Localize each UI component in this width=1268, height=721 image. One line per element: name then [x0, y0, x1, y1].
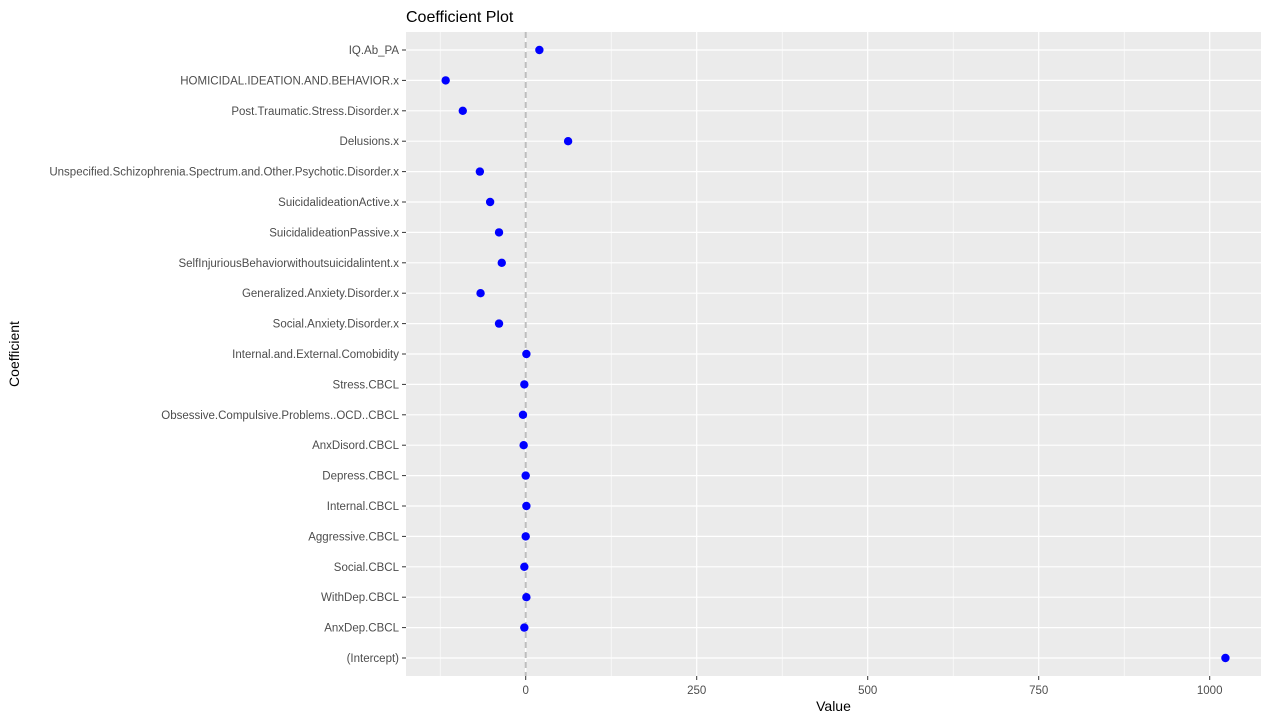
y-tick-label: Depress.CBCL [322, 471, 399, 483]
y-tick-label: Internal.CBCL [327, 501, 400, 513]
y-tick-label: SuicidalideationPassive.x [269, 227, 399, 239]
y-tick-label: Obsessive.Compulsive.Problems..OCD..CBCL [161, 410, 399, 422]
coefficient-point [475, 167, 485, 176]
coefficient-point [535, 45, 544, 55]
grid-lines [406, 32, 1261, 676]
y-tick-label: SelfInjuriousBehaviorwithoutsuicidalinte… [178, 258, 399, 270]
y-tick-label: Social.CBCL [334, 562, 400, 574]
y-tick-label: IQ.Ab_PA [349, 45, 400, 57]
x-tick-label: 250 [687, 685, 706, 697]
y-tick-label: AnxDisord.CBCL [312, 440, 400, 452]
y-axis: IQ.Ab_PA HOMICIDAL.IDEATION.AND.BEHAVIOR.… [49, 45, 406, 665]
coefficient-point [521, 471, 530, 480]
y-tick-label: Post.Traumatic.Stress.Disorder.x [231, 106, 399, 118]
coefficient-point [521, 532, 530, 541]
coefficient-point [1221, 653, 1230, 663]
coefficient-point [441, 76, 450, 85]
y-tick-label: AnxDep.CBCL [324, 623, 399, 635]
y-tick-label: Internal.and.External.Comobidity [232, 349, 399, 361]
coefficient-point [520, 623, 529, 632]
coefficient-point [494, 228, 504, 237]
y-axis-title: Coefficient [6, 321, 22, 387]
y-tick-label: Generalized.Anxiety.Disorder.x [242, 288, 399, 300]
coefficient-point [519, 441, 528, 450]
x-tick-label: 0 [522, 685, 528, 697]
y-tick-label: Unspecified.Schizophrenia.Spectrum.and.O… [49, 167, 399, 179]
coefficient-point [522, 501, 531, 511]
coefficient-point [520, 380, 529, 389]
coefficient-point [485, 197, 495, 207]
x-tick-label: 750 [1029, 685, 1048, 697]
data-points [441, 45, 1230, 663]
chart-title: Coefficient Plot [406, 9, 514, 26]
y-tick-label: (Intercept) [347, 653, 400, 665]
y-tick-label: Stress.CBCL [333, 379, 400, 391]
x-axis: 0 250 500 750 1000 [522, 676, 1222, 697]
y-tick-label: Social.Anxiety.Disorder.x [273, 319, 400, 331]
coefficient-point [497, 258, 506, 267]
coefficient-point [563, 137, 573, 146]
coefficient-point [522, 349, 531, 359]
y-tick-label: HOMICIDAL.IDEATION.AND.BEHAVIOR.x [180, 75, 399, 87]
coefficient-point [520, 562, 529, 571]
coefficient-point [458, 106, 467, 116]
coefficient-point [522, 593, 531, 602]
coefficient-point [494, 319, 504, 328]
x-tick-label: 500 [858, 685, 877, 697]
x-axis-title: Value [816, 698, 851, 714]
x-tick-label: 1000 [1197, 685, 1223, 697]
y-tick-label: Delusions.x [340, 136, 400, 148]
coefficient-point [476, 289, 485, 298]
coefficient-point [518, 410, 528, 419]
y-tick-label: WithDep.CBCL [321, 592, 400, 604]
y-tick-label: SuicidalideationActive.x [278, 197, 399, 209]
y-tick-label: Aggressive.CBCL [308, 531, 399, 543]
